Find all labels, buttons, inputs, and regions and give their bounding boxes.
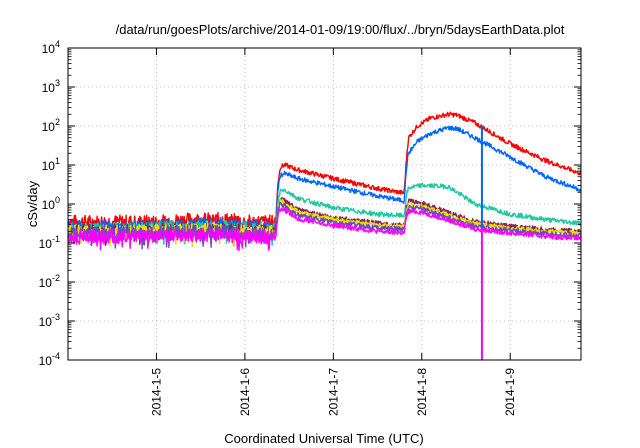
y-tick-exponent: 4 [55,39,60,49]
x-tick-label: 2014-1-9 [503,368,517,416]
x-tick-labels: 2014-1-5 2014-1-6 2014-1-7 2014-1-8 2014-1-9 [149,368,517,416]
y-tick-exponent: -2 [52,273,60,283]
x-tick-label: 2014-1-5 [149,368,163,416]
y-tick-exponent: -3 [52,312,60,322]
series-line-2 [67,125,582,244]
y-tick-label: 10-4 [39,351,60,368]
y-tick-label: 104 [42,39,60,56]
x-tick-label: 2014-1-8 [415,368,429,416]
y-tick-exponent: -1 [52,234,60,244]
y-tick-exponent: 3 [55,78,60,88]
series-line-1 [67,111,582,239]
ticks [68,47,581,361]
y-tick-base: 10 [42,198,56,212]
series-line-7 [67,207,582,252]
chart-title: /data/run/goesPlots/archive/2014-01-09/1… [116,22,565,37]
y-tick-base: 10 [39,237,53,251]
y-tick-label: 100 [42,195,60,212]
x-tick-label: 2014-1-6 [238,368,252,416]
y-tick-label: 102 [42,117,60,134]
series-line-5 [67,198,582,248]
y-tick-exponent: 2 [55,117,60,127]
y-tick-base: 10 [39,276,53,290]
y-tick-label: 10-1 [39,234,60,251]
y-axis-label: cSv/day [25,180,40,227]
y-tick-label: 101 [42,156,60,173]
y-tick-base: 10 [42,42,56,56]
y-tick-base: 10 [39,354,53,368]
y-tick-label: 10-2 [39,273,60,290]
y-tick-base: 10 [39,315,53,329]
y-tick-label: 103 [42,78,60,95]
y-tick-base: 10 [42,120,56,134]
y-tick-label: 10-3 [39,312,60,329]
y-tick-base: 10 [42,159,56,173]
y-tick-exponent: -4 [52,351,60,361]
series-layer [67,111,582,360]
y-tick-exponent: 0 [55,195,60,205]
x-axis-label: Coordinated Universal Time (UTC) [224,431,423,446]
y-tick-exponent: 1 [55,156,60,166]
x-tick-label: 2014-1-7 [326,368,340,416]
y-tick-base: 10 [42,81,56,95]
